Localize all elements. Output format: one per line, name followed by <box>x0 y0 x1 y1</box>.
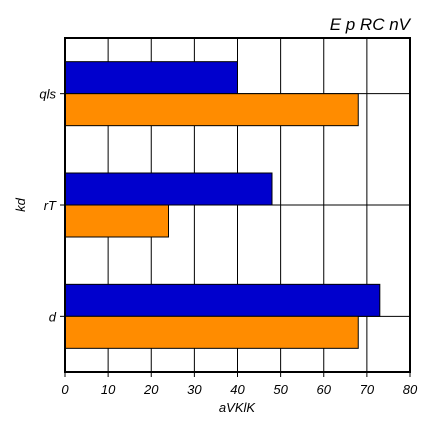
bars <box>64 61 381 349</box>
chart-title: E p RC nV <box>330 15 412 34</box>
bar-series-orange-qls <box>64 93 359 127</box>
y-tick-label: d <box>49 309 57 324</box>
x-tick-label: 60 <box>317 382 332 397</box>
x-tick-label: 50 <box>273 382 288 397</box>
bar-series-orange-rT <box>64 204 169 238</box>
x-tick-label: 70 <box>360 382 375 397</box>
x-tick-label: 20 <box>143 382 159 397</box>
x-tick-label: 30 <box>187 382 202 397</box>
bar-series-blue-d <box>64 283 381 317</box>
x-tick-label: 80 <box>403 382 418 397</box>
y-tick-label: rT <box>44 198 57 213</box>
bar-series-blue-rT <box>64 172 273 206</box>
bar-series-orange-d <box>64 315 359 349</box>
y-tick-label: qls <box>39 87 56 102</box>
y-axis-label: kd <box>13 197 28 212</box>
y-axis: qls rT d <box>39 87 65 324</box>
x-axis-label: aVKlK <box>219 400 256 415</box>
x-tick-label: 0 <box>61 382 69 397</box>
x-tick-label: 40 <box>230 382 245 397</box>
bar-series-blue-qls <box>64 61 238 95</box>
x-axis: 0 10 20 30 40 50 60 70 80 <box>61 372 418 397</box>
x-tick-label: 10 <box>101 382 116 397</box>
